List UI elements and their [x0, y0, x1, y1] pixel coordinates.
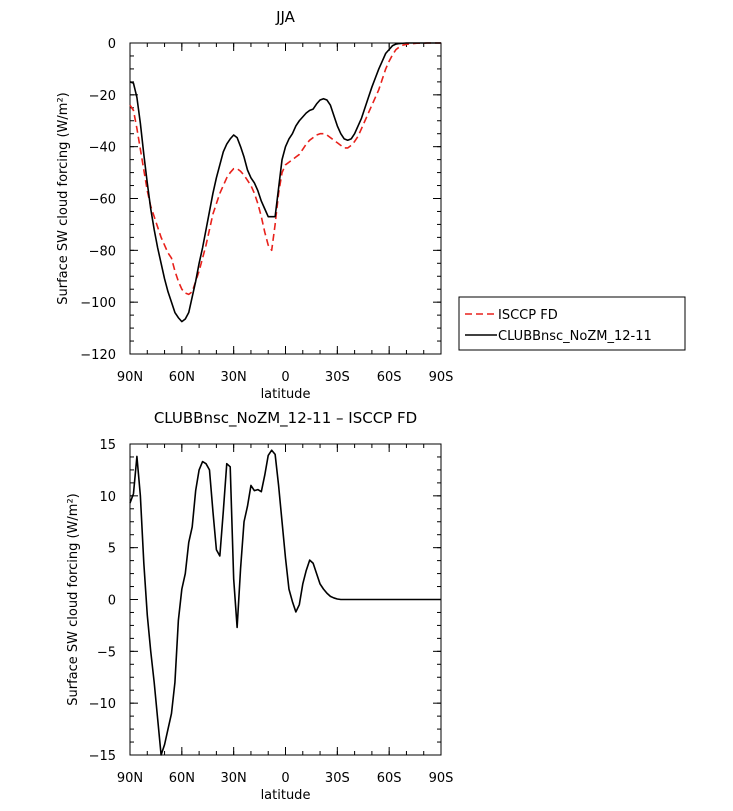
x-axis-label: latitude	[261, 788, 311, 803]
x-tick-label: 90S	[429, 370, 454, 385]
y-tick-label: 5	[108, 542, 116, 557]
y-tick-label: 0	[108, 37, 116, 52]
x-tick-label: 60N	[169, 771, 195, 786]
x-tick-label: 90N	[117, 771, 143, 786]
x-tick-label: 60S	[377, 370, 402, 385]
y-axis-label: Surface SW cloud forcing (W/m²)	[56, 92, 71, 304]
x-tick-label: 0	[281, 771, 289, 786]
y-tick-label: −60	[89, 193, 116, 208]
x-tick-label: 30N	[221, 370, 247, 385]
y-tick-label: −20	[89, 89, 116, 104]
chart-panel-1: JJA 90N 60N 30N 0 30S 60S 90S 0 −20 −40 −60 −80 −100 −…	[56, 8, 686, 402]
y-tick-label: −15	[89, 749, 116, 764]
legend-box	[458, 296, 686, 351]
x-tick-label: 30S	[325, 771, 350, 786]
plot-frame	[129, 42, 442, 355]
y-tick-label: −100	[80, 296, 116, 311]
x-axis-label: latitude	[261, 387, 311, 402]
y-tick-label: −80	[89, 244, 116, 259]
y-tick-label: −40	[89, 141, 116, 156]
legend-label: CLUBBnsc_NoZM_12-11	[498, 329, 652, 344]
x-tick-label: 90S	[429, 771, 454, 786]
series-line-difference	[129, 449, 441, 756]
legend-label: ISCCP FD	[498, 308, 558, 323]
series-line-clubbnsc-nozm-12-11	[129, 42, 441, 323]
y-tick-label: −10	[89, 697, 116, 712]
y-tick-label: 15	[99, 438, 116, 453]
y-tick-label: 0	[108, 594, 116, 609]
x-tick-label: 90N	[117, 370, 143, 385]
y-tick-label: −120	[80, 348, 116, 363]
x-tick-label: 0	[281, 370, 289, 385]
x-tick-label: 30S	[325, 370, 350, 385]
x-tick-label: 60N	[169, 370, 195, 385]
y-axis-label: Surface SW cloud forcing (W/m²)	[66, 493, 81, 705]
x-tick-label: 60S	[377, 771, 402, 786]
legend: ISCCP FD CLUBBnsc_NoZM_12-11	[458, 296, 686, 351]
series-line-isccp-fd	[129, 42, 441, 296]
y-tick-label: 10	[99, 490, 116, 505]
chart-title: JJA	[275, 8, 296, 26]
chart-panel-2: CLUBBnsc_NoZM_12-11 – ISCCP FD 90N 60N 30N 0…	[66, 409, 453, 803]
x-tick-label: 30N	[221, 771, 247, 786]
chart-title: CLUBBnsc_NoZM_12-11 – ISCCP FD	[154, 409, 417, 428]
y-tick-label: −5	[97, 645, 116, 660]
